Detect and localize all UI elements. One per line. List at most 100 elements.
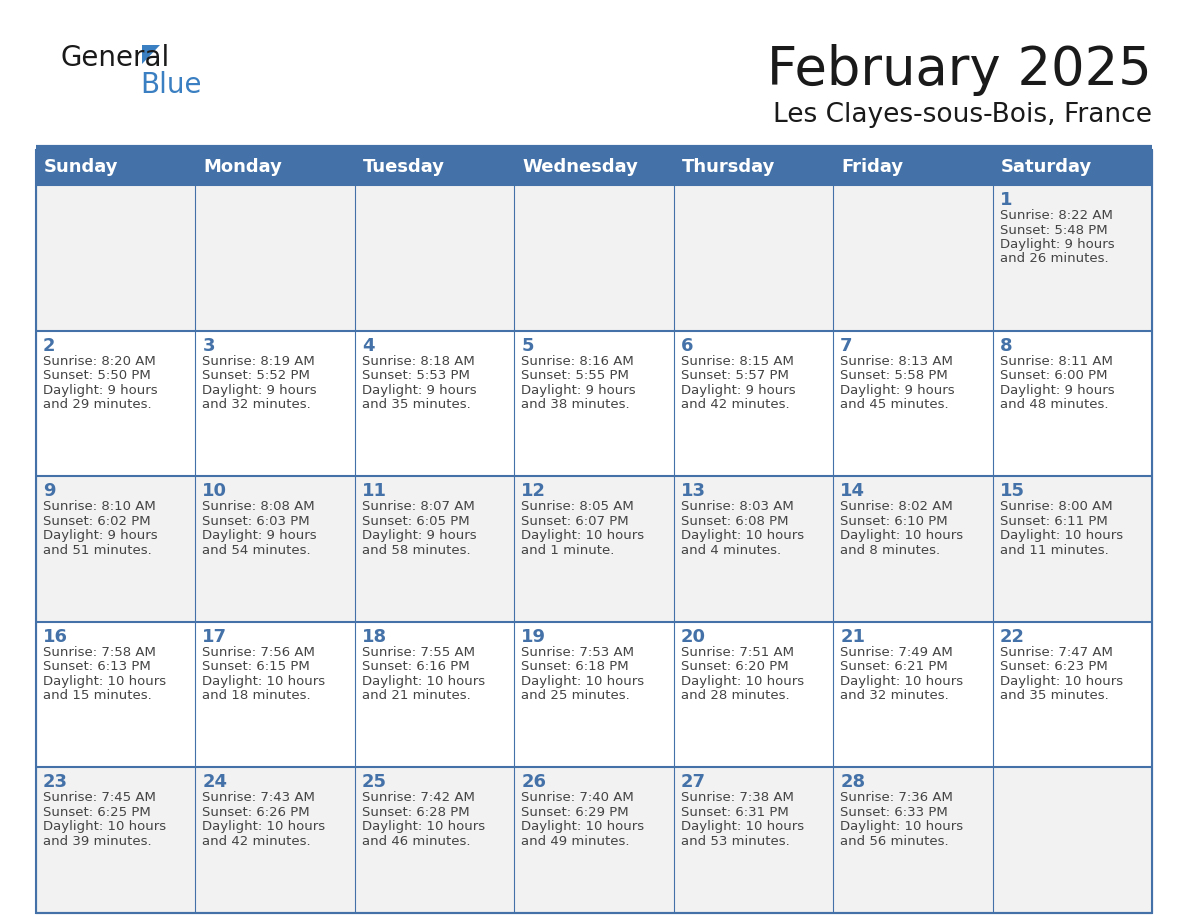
Text: Blue: Blue [140,71,202,99]
Text: Daylight: 10 hours: Daylight: 10 hours [681,675,804,688]
Text: 21: 21 [840,628,865,645]
Text: Sunrise: 8:20 AM: Sunrise: 8:20 AM [43,354,156,367]
Text: Sunset: 6:25 PM: Sunset: 6:25 PM [43,806,151,819]
Text: Sunset: 6:20 PM: Sunset: 6:20 PM [681,660,789,673]
Text: Sunrise: 7:55 AM: Sunrise: 7:55 AM [362,645,475,659]
Text: Sunset: 6:03 PM: Sunset: 6:03 PM [202,515,310,528]
Text: Daylight: 10 hours: Daylight: 10 hours [840,675,963,688]
Text: Daylight: 10 hours: Daylight: 10 hours [202,675,326,688]
Text: Sunset: 6:29 PM: Sunset: 6:29 PM [522,806,628,819]
Text: Sunset: 6:05 PM: Sunset: 6:05 PM [362,515,469,528]
Text: Daylight: 9 hours: Daylight: 9 hours [840,384,955,397]
Text: 7: 7 [840,337,853,354]
Text: 15: 15 [999,482,1024,500]
Text: Sunrise: 7:58 AM: Sunrise: 7:58 AM [43,645,156,659]
Text: 9: 9 [43,482,56,500]
Text: and 25 minutes.: and 25 minutes. [522,689,630,702]
Text: Sunrise: 8:18 AM: Sunrise: 8:18 AM [362,354,475,367]
Bar [36,476,1152,621]
Text: Sunset: 6:08 PM: Sunset: 6:08 PM [681,515,788,528]
Text: Daylight: 9 hours: Daylight: 9 hours [43,529,158,543]
Text: Daylight: 9 hours: Daylight: 9 hours [999,384,1114,397]
Text: and 58 minutes.: and 58 minutes. [362,543,470,556]
Text: and 49 minutes.: and 49 minutes. [522,834,630,848]
Text: and 29 minutes.: and 29 minutes. [43,398,152,411]
Text: Sunset: 6:26 PM: Sunset: 6:26 PM [202,806,310,819]
Text: Sunset: 6:21 PM: Sunset: 6:21 PM [840,660,948,673]
Text: Les Clayes-sous-Bois, France: Les Clayes-sous-Bois, France [773,102,1152,128]
Text: and 56 minutes.: and 56 minutes. [840,834,949,848]
Text: Sunset: 6:31 PM: Sunset: 6:31 PM [681,806,789,819]
Text: Sunrise: 8:15 AM: Sunrise: 8:15 AM [681,354,794,367]
Text: Sunset: 5:52 PM: Sunset: 5:52 PM [202,369,310,382]
Polygon shape [143,45,160,64]
Text: Sunset: 5:50 PM: Sunset: 5:50 PM [43,369,151,382]
Text: Sunrise: 8:08 AM: Sunrise: 8:08 AM [202,500,315,513]
Text: Sunrise: 7:56 AM: Sunrise: 7:56 AM [202,645,315,659]
Text: 14: 14 [840,482,865,500]
Text: and 45 minutes.: and 45 minutes. [840,398,949,411]
Text: 13: 13 [681,482,706,500]
Text: 11: 11 [362,482,387,500]
Text: Sunrise: 7:51 AM: Sunrise: 7:51 AM [681,645,794,659]
Bar [36,150,1152,913]
Text: and 15 minutes.: and 15 minutes. [43,689,152,702]
Text: Daylight: 10 hours: Daylight: 10 hours [840,529,963,543]
Text: Daylight: 9 hours: Daylight: 9 hours [362,529,476,543]
Text: Daylight: 9 hours: Daylight: 9 hours [362,384,476,397]
Text: Sunset: 6:10 PM: Sunset: 6:10 PM [840,515,948,528]
Text: Daylight: 10 hours: Daylight: 10 hours [362,675,485,688]
Text: Daylight: 9 hours: Daylight: 9 hours [202,384,317,397]
Text: Sunset: 6:23 PM: Sunset: 6:23 PM [999,660,1107,673]
Text: Sunset: 6:15 PM: Sunset: 6:15 PM [202,660,310,673]
Text: Sunrise: 8:00 AM: Sunrise: 8:00 AM [999,500,1112,513]
Text: Sunrise: 7:42 AM: Sunrise: 7:42 AM [362,791,475,804]
Text: Sunrise: 7:47 AM: Sunrise: 7:47 AM [999,645,1112,659]
Text: Daylight: 9 hours: Daylight: 9 hours [522,384,636,397]
Text: Monday: Monday [203,159,283,176]
Text: 6: 6 [681,337,694,354]
Text: 20: 20 [681,628,706,645]
Text: and 42 minutes.: and 42 minutes. [202,834,311,848]
Text: and 1 minute.: and 1 minute. [522,543,614,556]
Text: Sunset: 6:18 PM: Sunset: 6:18 PM [522,660,628,673]
Text: Daylight: 10 hours: Daylight: 10 hours [43,675,166,688]
Text: Friday: Friday [841,159,903,176]
Text: Sunrise: 7:38 AM: Sunrise: 7:38 AM [681,791,794,804]
Text: Sunset: 6:16 PM: Sunset: 6:16 PM [362,660,469,673]
Text: 23: 23 [43,773,68,791]
Text: 25: 25 [362,773,387,791]
Text: Daylight: 9 hours: Daylight: 9 hours [202,529,317,543]
Text: 19: 19 [522,628,546,645]
Text: Daylight: 10 hours: Daylight: 10 hours [202,821,326,834]
Text: Daylight: 10 hours: Daylight: 10 hours [522,529,644,543]
Text: and 32 minutes.: and 32 minutes. [840,689,949,702]
Bar [36,330,1152,476]
Text: and 8 minutes.: and 8 minutes. [840,543,940,556]
Text: Sunset: 5:55 PM: Sunset: 5:55 PM [522,369,630,382]
Text: Sunset: 5:48 PM: Sunset: 5:48 PM [999,223,1107,237]
Text: 3: 3 [202,337,215,354]
Text: Daylight: 10 hours: Daylight: 10 hours [999,529,1123,543]
Text: 24: 24 [202,773,227,791]
Text: Sunrise: 7:40 AM: Sunrise: 7:40 AM [522,791,634,804]
Text: Sunset: 6:07 PM: Sunset: 6:07 PM [522,515,628,528]
Text: Sunrise: 8:13 AM: Sunrise: 8:13 AM [840,354,953,367]
Bar [36,185,1152,330]
Text: and 54 minutes.: and 54 minutes. [202,543,311,556]
Text: Sunrise: 8:16 AM: Sunrise: 8:16 AM [522,354,634,367]
Text: Sunrise: 8:22 AM: Sunrise: 8:22 AM [999,209,1112,222]
Text: 26: 26 [522,773,546,791]
Text: Daylight: 9 hours: Daylight: 9 hours [999,238,1114,251]
Text: 16: 16 [43,628,68,645]
Bar [36,150,1152,185]
Bar [36,621,1152,767]
Text: and 35 minutes.: and 35 minutes. [362,398,470,411]
Text: Daylight: 10 hours: Daylight: 10 hours [362,821,485,834]
Text: and 39 minutes.: and 39 minutes. [43,834,152,848]
Text: Thursday: Thursday [682,159,775,176]
Text: Sunset: 6:33 PM: Sunset: 6:33 PM [840,806,948,819]
Text: Daylight: 10 hours: Daylight: 10 hours [681,821,804,834]
Text: Sunrise: 7:53 AM: Sunrise: 7:53 AM [522,645,634,659]
Text: and 18 minutes.: and 18 minutes. [202,689,311,702]
